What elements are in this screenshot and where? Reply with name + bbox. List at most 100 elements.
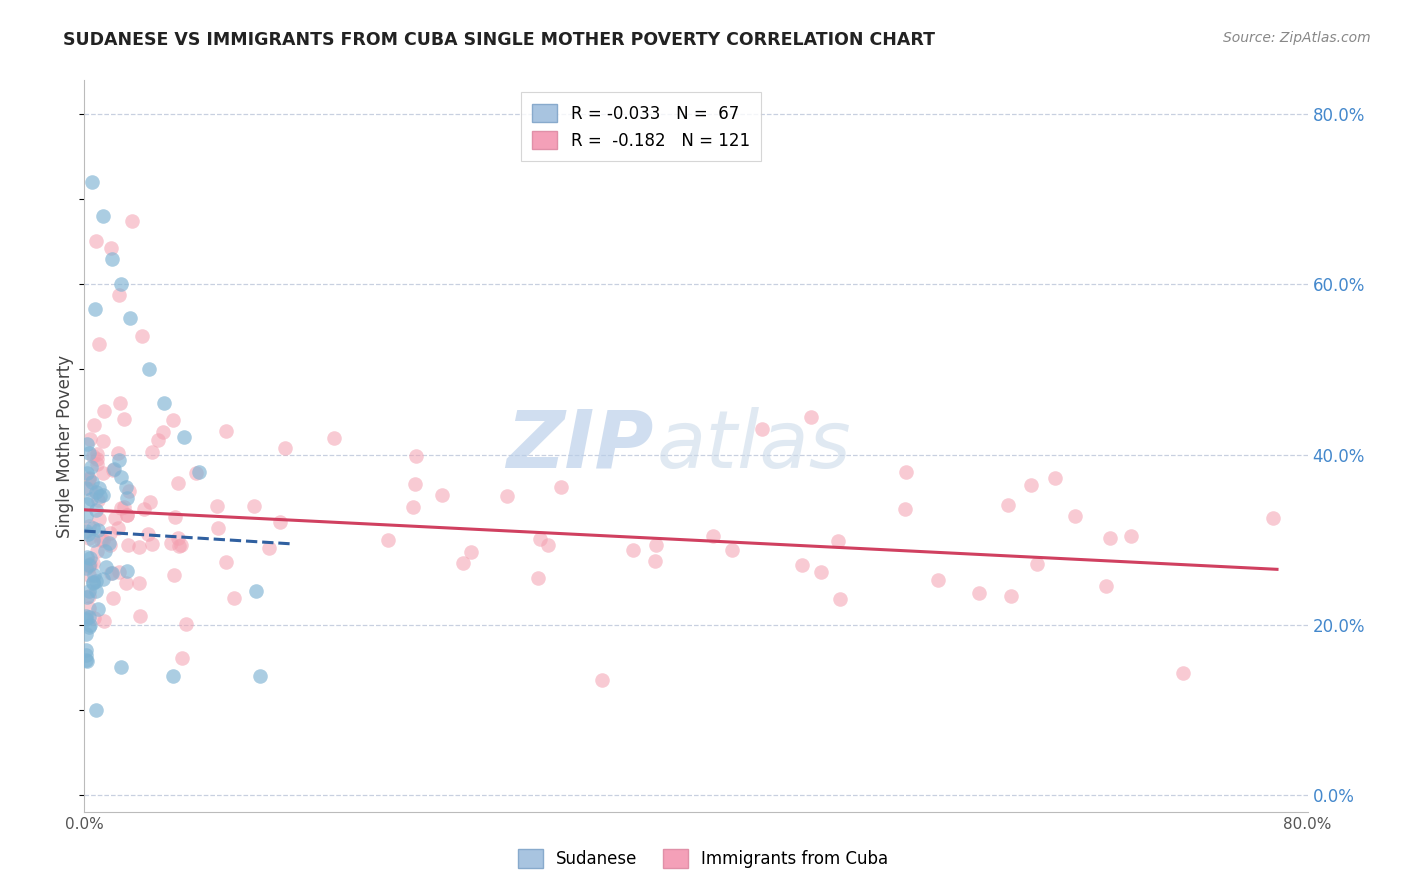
Point — [207, 521, 229, 535]
Point — [82, 521, 104, 535]
Point — [93, 614, 115, 628]
Point — [76, 437, 98, 451]
Point — [110, 277, 132, 292]
Point — [110, 500, 132, 515]
Point — [115, 576, 138, 591]
Point — [86, 457, 108, 471]
Point — [79, 550, 101, 565]
Point — [77, 601, 100, 615]
Point — [188, 465, 211, 479]
Point — [79, 618, 101, 632]
Point — [75, 509, 97, 524]
Point — [167, 539, 190, 553]
Point — [969, 585, 991, 599]
Point — [644, 538, 666, 552]
Point — [91, 572, 114, 586]
Point — [170, 538, 193, 552]
Point — [82, 449, 104, 463]
Point — [621, 542, 644, 557]
Point — [77, 526, 100, 541]
Point — [115, 491, 138, 505]
Point — [224, 591, 246, 606]
Point — [159, 536, 181, 550]
Point — [112, 500, 135, 514]
Point — [496, 489, 519, 503]
Point — [77, 620, 100, 634]
Point — [82, 556, 104, 570]
Point — [1261, 510, 1284, 524]
Point — [108, 396, 131, 410]
Point — [257, 541, 280, 555]
Point — [75, 627, 97, 641]
Point — [927, 573, 949, 587]
Point — [527, 571, 550, 585]
Point — [79, 557, 101, 571]
Point — [139, 495, 162, 509]
Point — [115, 508, 138, 523]
Point — [138, 362, 160, 376]
Point — [800, 410, 823, 425]
Point — [76, 497, 98, 511]
Point — [98, 526, 121, 541]
Point — [323, 431, 346, 445]
Point — [1026, 558, 1049, 572]
Point — [215, 424, 238, 438]
Point — [120, 311, 142, 326]
Point — [86, 234, 108, 248]
Point — [91, 434, 114, 448]
Point — [100, 566, 122, 581]
Point — [86, 543, 108, 558]
Point — [1095, 579, 1118, 593]
Point — [91, 466, 114, 480]
Point — [128, 540, 150, 554]
Point — [827, 534, 849, 549]
Point — [84, 584, 107, 599]
Point — [84, 301, 107, 316]
Point — [84, 574, 107, 588]
Point — [100, 241, 122, 255]
Point — [77, 471, 100, 485]
Point — [167, 531, 190, 545]
Point — [166, 475, 188, 490]
Point — [131, 329, 153, 343]
Point — [112, 412, 135, 426]
Point — [1099, 531, 1122, 545]
Point — [141, 537, 163, 551]
Point — [97, 535, 120, 549]
Point — [91, 533, 114, 547]
Point — [107, 453, 129, 467]
Point — [117, 538, 139, 552]
Legend: Sudanese, Immigrants from Cuba: Sudanese, Immigrants from Cuba — [512, 843, 894, 875]
Point — [550, 480, 572, 494]
Point — [537, 538, 560, 552]
Point — [76, 654, 98, 668]
Point — [136, 526, 159, 541]
Point — [274, 441, 297, 455]
Point — [75, 648, 97, 662]
Point — [80, 175, 103, 189]
Point — [83, 611, 105, 625]
Point — [115, 564, 138, 578]
Point — [121, 213, 143, 227]
Point — [404, 476, 426, 491]
Point — [84, 703, 107, 717]
Point — [249, 668, 271, 682]
Point — [1064, 508, 1087, 523]
Point — [77, 583, 100, 598]
Point — [141, 444, 163, 458]
Point — [75, 612, 97, 626]
Point — [153, 396, 176, 410]
Point — [104, 510, 127, 524]
Point — [205, 499, 228, 513]
Point — [77, 610, 100, 624]
Point — [170, 650, 193, 665]
Point — [87, 602, 110, 616]
Point — [80, 460, 103, 475]
Point — [128, 609, 150, 624]
Point — [162, 668, 184, 682]
Point — [86, 452, 108, 467]
Point — [118, 483, 141, 498]
Point — [75, 560, 97, 574]
Point — [86, 523, 108, 537]
Point — [79, 483, 101, 497]
